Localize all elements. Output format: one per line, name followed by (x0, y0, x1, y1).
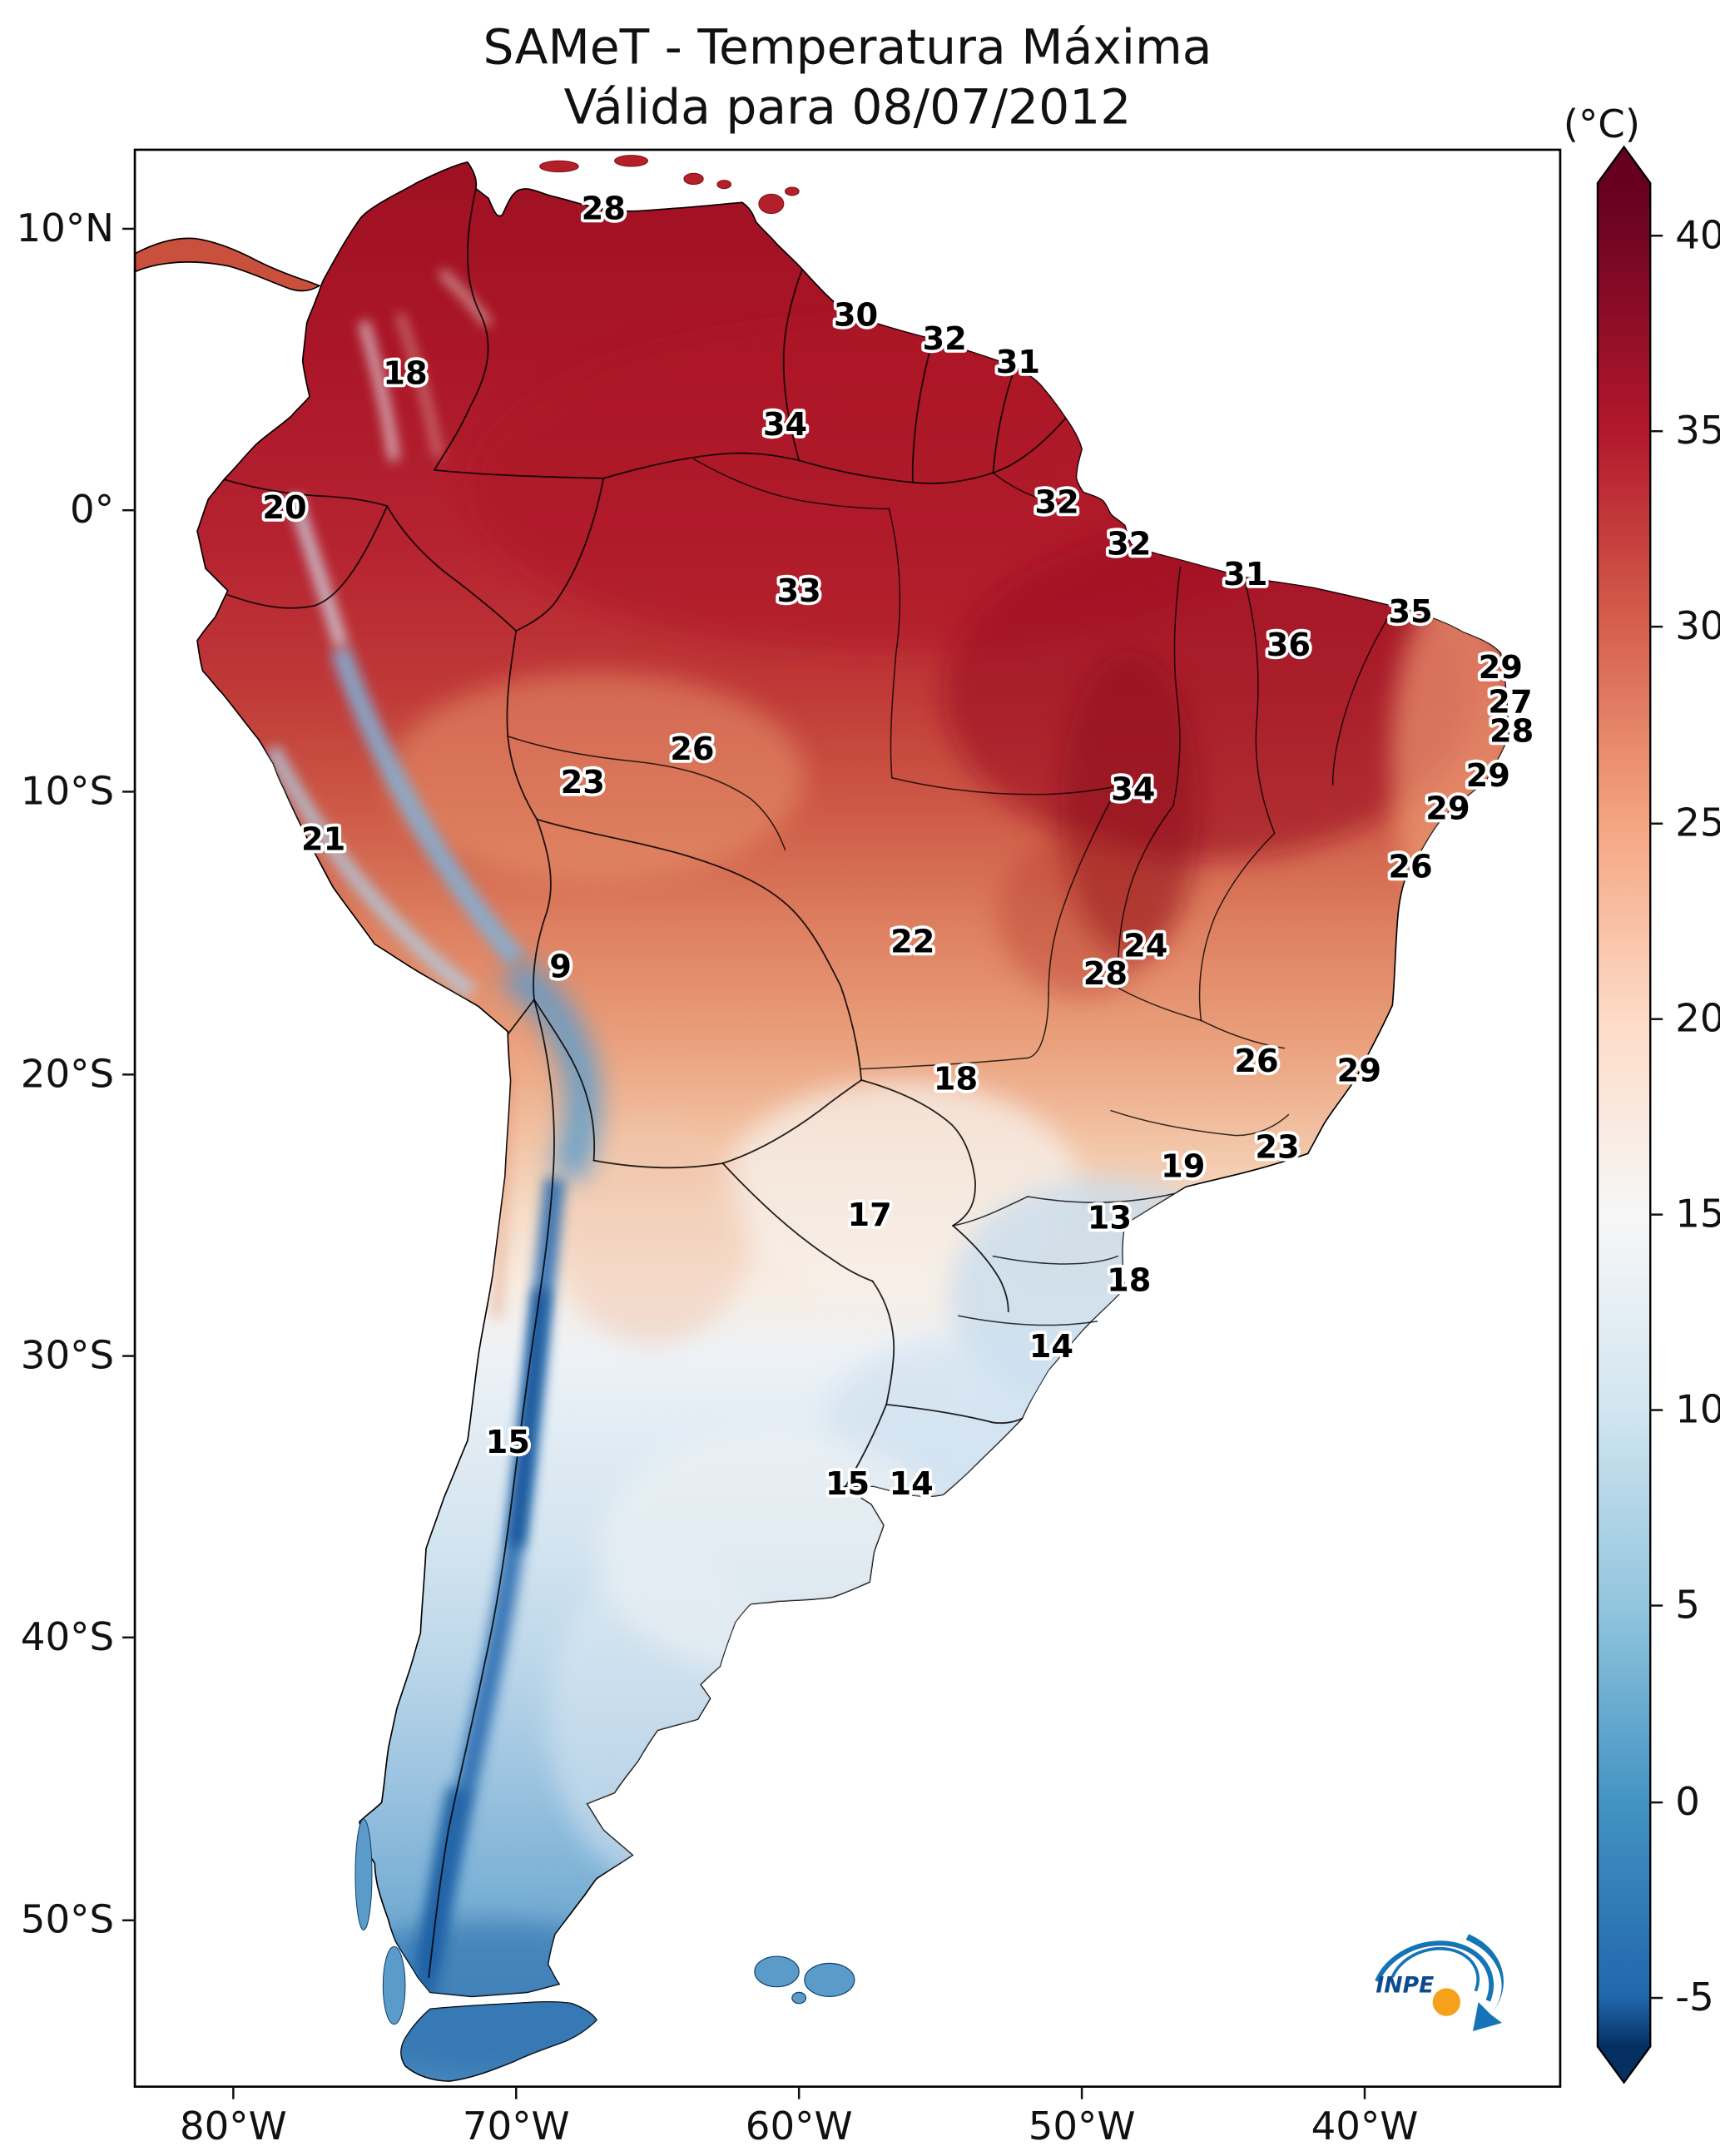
colorbar: 40 35 30 25 20 15 10 5 0 -5 (1596, 145, 1720, 2084)
colorbar-tick-label: 35 (1675, 409, 1720, 454)
temperature-label: 29 (1337, 1053, 1381, 1090)
latitude-tick-label: 30°S (21, 1334, 114, 1379)
latitude-tick-label: 0° (70, 488, 114, 533)
temperature-label: 19 (1161, 1148, 1205, 1186)
latitude-tick-label: 10°S (21, 769, 114, 814)
temperature-label: 23 (561, 764, 605, 801)
temperature-label: 15 (486, 1424, 530, 1461)
colorbar-tick-label: 10 (1675, 1388, 1720, 1433)
temperature-label: 34 (763, 406, 807, 444)
temperature-label: 14 (1029, 1328, 1073, 1365)
temperature-label: 31 (996, 344, 1040, 381)
temperature-label: 18 (1107, 1261, 1151, 1299)
temperature-label: 30 (834, 297, 878, 335)
country-borders (224, 187, 1067, 1978)
colorbar-unit-label: (°C) (1564, 102, 1640, 147)
temperature-label: 26 (1388, 849, 1432, 886)
temperature-label: 29 (1425, 791, 1470, 828)
temperature-label: 15 (825, 1465, 870, 1503)
state-borders (507, 458, 1390, 1326)
latitude-tick-label: 50°S (21, 1898, 114, 1943)
temperature-label: 31 (1223, 556, 1267, 593)
colorbar-ticks: 40 35 30 25 20 15 10 5 0 -5 (1650, 213, 1720, 2020)
temperature-label: 17 (847, 1197, 891, 1234)
temperature-label: 32 (1034, 484, 1078, 522)
latitude-tick-label: 20°S (21, 1052, 114, 1097)
longitude-tick-label: 60°W (746, 2104, 853, 2149)
colorbar-tick-label: 20 (1675, 997, 1720, 1042)
colorbar-tick-label: 30 (1675, 604, 1720, 649)
colorbar-tick-label: 5 (1675, 1583, 1700, 1628)
temperature-label: 13 (1088, 1199, 1132, 1237)
temperature-label: 26 (1234, 1043, 1278, 1080)
temperature-label: 28 (1083, 955, 1128, 993)
inpe-logo-text: INPE (1376, 1972, 1434, 1998)
inpe-logo-orange-dot (1432, 1988, 1460, 2016)
temperature-label: 36 (1266, 627, 1311, 664)
longitude-tick-label: 70°W (463, 2104, 570, 2149)
temperature-label: 22 (890, 924, 934, 961)
temperature-label: 21 (301, 820, 345, 858)
colorbar-gradient-bar (1596, 145, 1652, 2084)
inpe-logo-arrow (1465, 1934, 1504, 2032)
longitude-tick-label: 50°W (1029, 2104, 1136, 2149)
inpe-logo-inner-orbit (1390, 1946, 1480, 1992)
temperature-label: 29 (1466, 757, 1510, 795)
falkland-islands (754, 1955, 855, 2005)
chilean-fjord-islands (354, 1818, 406, 2025)
panama-isthmus (135, 237, 321, 292)
longitude-tick-label: 80°W (180, 2104, 287, 2149)
caribbean-islands (539, 155, 800, 215)
latitude-tick-label: 40°S (21, 1615, 114, 1660)
temperature-label: 27 (1488, 683, 1532, 721)
temperature-label: 29 (1479, 649, 1523, 686)
temperature-label: 9 (549, 949, 572, 986)
figure-title-line1: SAMeT - Temperatura Máxima (483, 19, 1212, 76)
latitude-axis: 10°N 0° 10°S 20°S 30°S 40°S 50°S (17, 206, 136, 1943)
temperature-label: 32 (922, 320, 966, 358)
colorbar-tick-label: 15 (1675, 1192, 1720, 1237)
inpe-logo: INPE (1375, 1934, 1504, 2032)
temperature-label: 14 (889, 1465, 933, 1503)
temperature-label: 20 (262, 489, 306, 527)
temperature-label: 35 (1388, 593, 1432, 631)
temperature-label: 18 (383, 355, 427, 393)
temperature-label: 23 (1255, 1128, 1299, 1166)
colorbar-tick-label: -5 (1675, 1975, 1714, 2020)
temperature-label: 26 (670, 731, 714, 768)
longitude-axis: 80°W 70°W 60°W 50°W 40°W (180, 2086, 1419, 2149)
temperature-label: 33 (777, 572, 821, 610)
longitude-tick-label: 40°W (1311, 2104, 1419, 2149)
figure-title-line2: Válida para 08/07/2012 (564, 78, 1132, 135)
temperature-label: 28 (1490, 712, 1534, 750)
colorbar-tick-label: 25 (1675, 801, 1720, 846)
temperature-label: 28 (582, 190, 626, 227)
temperature-label: 34 (1111, 771, 1155, 808)
map-frame (133, 148, 1562, 2089)
inpe-logo-outer-orbit (1375, 1940, 1494, 2002)
temperature-label: 32 (1107, 525, 1151, 563)
colorbar-tick-label: 40 (1675, 213, 1720, 258)
latitude-tick-label: 10°N (17, 206, 115, 251)
temperature-label: 24 (1123, 928, 1167, 965)
temperature-label: 18 (934, 1061, 978, 1098)
colorbar-tick-label: 0 (1675, 1780, 1700, 1825)
